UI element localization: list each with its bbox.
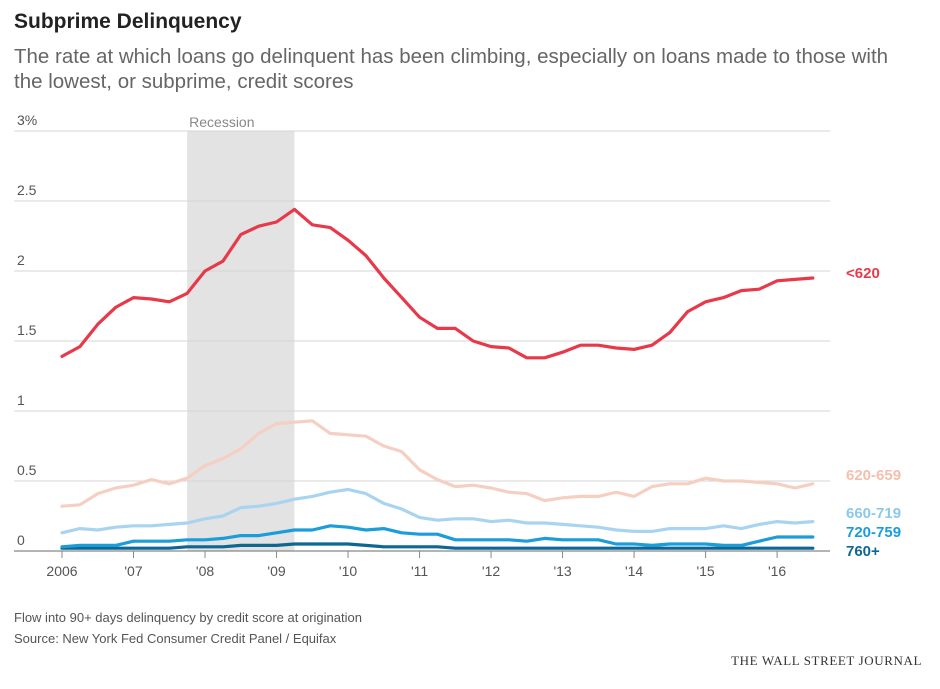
series-line-760 [60, 542, 815, 550]
x-tick-label: '16 [768, 563, 786, 579]
footnote: Flow into 90+ days delinquency by credit… [14, 610, 362, 625]
x-tick-label: '08 [196, 563, 214, 579]
series-line-720-759 [60, 524, 815, 549]
gridlines [14, 130, 830, 552]
y-tick-label: 1 [17, 392, 25, 408]
x-tick-label: '09 [267, 563, 285, 579]
x-tick-label: '07 [124, 563, 142, 579]
series-label: 660-719 [846, 505, 901, 522]
series-line-660-719 [60, 487, 815, 535]
series-label: 620-659 [846, 467, 901, 484]
series-label: 760+ [846, 543, 880, 560]
recession-band-layer: Recession [187, 114, 295, 551]
series-label: <620 [846, 265, 880, 282]
x-tick-label: '13 [553, 563, 571, 579]
recession-label: Recession [189, 114, 254, 130]
chart-subtitle: The rate at which loans go delinquent ha… [14, 45, 889, 93]
x-axis-ticks: 2006 '07 '08 '09 '10 '11 '12 '13 '14 '15 '16 [46, 551, 786, 579]
source-note: Source: New York Fed Consumer Credit Pan… [14, 631, 337, 646]
series-line-620 [60, 207, 815, 360]
y-tick-label: 1.5 [17, 322, 37, 338]
x-tick-label: 2006 [46, 563, 77, 579]
y-tick-label: 2.5 [17, 182, 37, 198]
x-tick-label: '14 [625, 563, 643, 579]
chart-title: Subprime Delinquency [14, 10, 242, 33]
series-labels: <620 620-659 660-719 720-759 760+ [846, 265, 901, 560]
x-tick-label: '15 [696, 563, 714, 579]
y-tick-label: 2 [17, 252, 25, 268]
x-tick-label: '10 [339, 563, 357, 579]
series-lines [60, 207, 815, 550]
x-tick-label: '11 [411, 563, 428, 579]
x-tick-label: '12 [482, 563, 500, 579]
y-tick-label: 3% [17, 112, 37, 128]
series-label: 720-759 [846, 524, 901, 541]
series-line-620-659 [60, 419, 815, 508]
y-tick-label: 0.5 [17, 462, 37, 478]
y-tick-label: 0 [17, 532, 25, 548]
y-axis-ticks: 0 0.5 1 1.5 2 2.5 3% [17, 112, 37, 548]
line-chart: Recession 0 0.5 1 1.5 2 2.5 3% 2006 '07 '08 '09 '1… [14, 112, 901, 579]
publisher-brand: THE WALL STREET JOURNAL [731, 653, 922, 668]
